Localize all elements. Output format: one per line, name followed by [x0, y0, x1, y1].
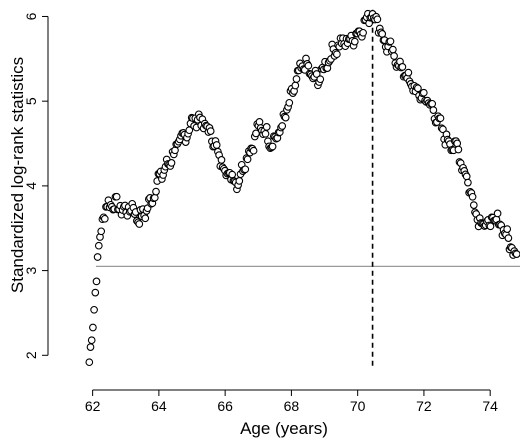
data-point — [152, 187, 160, 196]
data-point — [150, 193, 159, 202]
x-tick-label: 64 — [151, 398, 167, 414]
y-tick-label: 4 — [23, 182, 39, 190]
data-point — [404, 68, 413, 77]
data-point — [141, 214, 150, 223]
data-point — [89, 323, 97, 332]
x-axis-title: Age (years) — [240, 419, 328, 438]
data-point — [217, 156, 226, 164]
data-point — [112, 192, 121, 201]
data-point — [94, 241, 103, 250]
data-point — [333, 50, 341, 59]
data-point — [100, 214, 109, 223]
data-point — [292, 75, 301, 83]
data-point — [235, 177, 244, 185]
data-point — [85, 358, 94, 367]
data-point — [454, 145, 463, 154]
x-tick-label: 68 — [284, 398, 300, 414]
data-point — [291, 81, 300, 90]
data-point — [312, 70, 321, 78]
data-point — [386, 37, 395, 46]
x-tick-label: 70 — [350, 398, 366, 414]
data-point — [429, 106, 438, 114]
y-axis-title: Standardized log-rank statistics — [8, 57, 27, 293]
data-points — [85, 9, 520, 367]
data-point — [243, 155, 252, 164]
data-point — [171, 146, 179, 155]
data-point — [504, 234, 513, 242]
data-point — [212, 141, 221, 149]
data-point — [261, 129, 270, 138]
data-point — [414, 84, 422, 93]
y-axis: 2 3 4 5 6 — [23, 12, 49, 359]
data-point — [92, 277, 101, 286]
data-point — [135, 220, 144, 228]
data-point — [228, 170, 237, 179]
data-point — [97, 227, 106, 236]
data-point — [389, 45, 397, 54]
data-point — [439, 125, 447, 134]
data-point — [285, 98, 294, 107]
data-point — [419, 88, 428, 97]
data-point — [428, 99, 437, 108]
data-point — [304, 61, 313, 70]
data-point — [436, 114, 445, 123]
data-point — [249, 146, 258, 155]
x-axis: 62 64 66 68 70 72 74 — [85, 389, 498, 414]
data-point — [453, 139, 462, 148]
data-point — [390, 52, 398, 60]
x-tick-label: 66 — [217, 398, 233, 414]
data-point — [468, 192, 477, 201]
data-point — [378, 30, 387, 38]
data-point — [90, 305, 98, 314]
data-point — [278, 122, 287, 130]
x-tick-label: 74 — [482, 398, 498, 414]
x-tick-label: 72 — [416, 398, 432, 414]
data-point — [281, 113, 290, 122]
y-tick-label: 6 — [23, 12, 39, 20]
data-point — [87, 336, 96, 345]
data-point — [167, 159, 176, 167]
data-point — [350, 37, 359, 46]
data-point — [464, 178, 472, 187]
data-point — [373, 15, 382, 24]
y-tick-label: 2 — [23, 351, 39, 359]
data-point — [493, 209, 502, 218]
data-point — [206, 127, 215, 135]
data-point — [86, 343, 95, 351]
y-tick-label: 3 — [23, 266, 39, 274]
data-point — [398, 63, 407, 71]
y-tick-label: 5 — [23, 97, 39, 105]
data-point — [359, 28, 367, 37]
reference-lines — [95, 9, 520, 368]
data-point — [486, 222, 495, 231]
data-point — [469, 201, 478, 209]
data-point — [91, 288, 100, 297]
data-point — [255, 118, 264, 126]
data-point — [512, 250, 520, 258]
x-tick-label: 62 — [85, 398, 101, 414]
data-point — [241, 165, 250, 174]
data-point — [503, 225, 512, 233]
data-point — [93, 253, 102, 261]
data-point — [462, 172, 471, 181]
data-point — [262, 123, 271, 131]
data-point — [316, 75, 325, 84]
data-point — [268, 142, 277, 151]
